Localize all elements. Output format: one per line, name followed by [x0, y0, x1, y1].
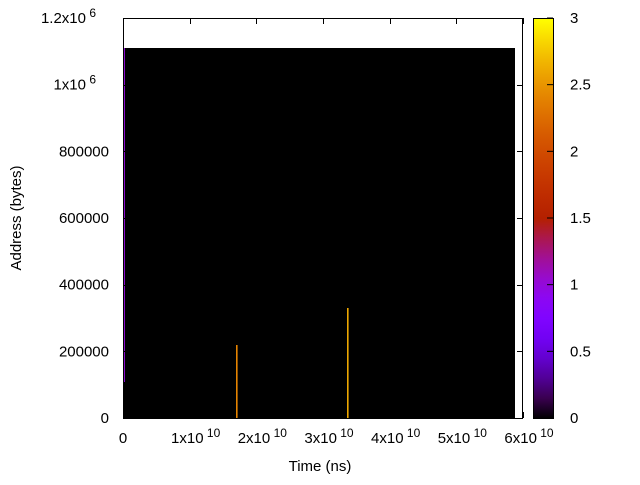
- colorbar-ticks: 0 0.5 1 1.5 2 2.5 3: [547, 10, 591, 427]
- plot-area: [123, 48, 515, 418]
- x-tick-label: 2x10 10: [238, 426, 288, 447]
- plot-frame: [123, 18, 523, 419]
- x-tick-label: 1x10 10: [171, 426, 221, 447]
- colorbar-tick-label: 2: [570, 143, 578, 160]
- x-axis-label: Time (ns): [289, 458, 352, 475]
- y-axis-label: Address (bytes): [8, 165, 25, 270]
- y-tick-label: 600000: [59, 210, 109, 227]
- x-tick-label: 5x10 10: [438, 426, 488, 447]
- colorbar-tick-label: 1: [570, 277, 578, 294]
- colorbar-tick-label: 2.5: [570, 77, 591, 94]
- colorbar-tick-label: 1.5: [570, 210, 591, 227]
- colorbar-tick-label: 0.5: [570, 343, 591, 360]
- colorbar-tick-label: 3: [570, 10, 578, 27]
- x-tick-label: 3x10 10: [304, 426, 354, 447]
- x-tick-label: 6x10 10: [504, 426, 554, 447]
- heatmap-background-block: [123, 48, 515, 418]
- x-tick-label: 4x10 10: [371, 426, 421, 447]
- heatmap-segment-2: [347, 308, 349, 418]
- axis-ticks: 0 1x10 10 2x10 10 3x10 10 4x10 10 5x10 10 6x10…: [41, 6, 554, 447]
- y-tick-label: 1x10 6: [53, 73, 96, 94]
- heatmap-segment-0: [123, 48, 125, 382]
- y-tick-label: 0: [101, 410, 109, 427]
- colorbar: [533, 18, 554, 419]
- colorbar-tick-label: 0: [570, 410, 578, 427]
- y-tick-label: 800000: [59, 143, 109, 160]
- y-tick-label: 1.2x10 6: [41, 6, 96, 27]
- y-tick-label: 200000: [59, 343, 109, 360]
- x-tick-label: 0: [119, 430, 127, 447]
- heatmap-segment-1: [236, 345, 238, 418]
- y-tick-label: 400000: [59, 277, 109, 294]
